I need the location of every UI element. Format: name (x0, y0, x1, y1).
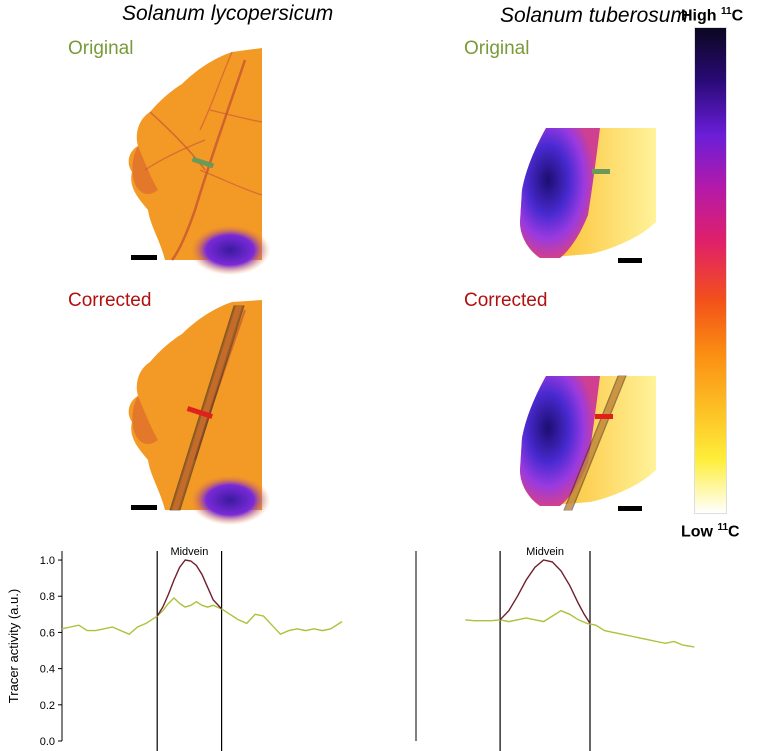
y-tick-label-0-3: 0.6 (40, 627, 55, 639)
series-line-1-original (465, 609, 695, 648)
leaf-images (128, 48, 656, 525)
y-tick-label-0-5: 1.0 (40, 555, 55, 567)
label-original-left: Original (68, 38, 134, 59)
y-tick-label-0-1: 0.2 (40, 700, 55, 712)
y-tick-label-0-0: 0.0 (40, 736, 55, 748)
potato-original-leaf (520, 128, 656, 263)
species-title-left: Solanum lycopersicum (122, 2, 334, 25)
series-line-0-original (61, 597, 343, 636)
potato-corrected-leaf (520, 375, 656, 511)
label-original-right: Original (464, 38, 530, 59)
series-line-0-corrected (156, 559, 223, 617)
tomato-original-leaf (128, 48, 270, 275)
y-tick-label-0-4: 0.8 (40, 591, 55, 603)
label-corrected-left: Corrected (68, 290, 152, 311)
colorbar (694, 27, 727, 514)
colorbar-low-label: Low 11C (681, 522, 740, 541)
species-title-right: Solanum tuberosum (500, 4, 688, 27)
colorbar-high-label: High 11C (681, 6, 744, 25)
tomato-corrected-leaf (128, 300, 270, 525)
label-corrected-right: Corrected (464, 290, 548, 311)
midvein-annotation-0: Midvein (170, 546, 208, 558)
y-tick-label-0-2: 0.4 (40, 664, 55, 676)
y-axis-label-0: Tracer activity (a.u.) (6, 589, 21, 703)
midvein-annotation-1: Midvein (526, 546, 564, 558)
series-line-1-corrected (499, 559, 591, 624)
tracer-charts: 0.0 0.2 0.4 0.6 0.8 1.0 Tracer activity (a.u.)… (6, 546, 695, 751)
